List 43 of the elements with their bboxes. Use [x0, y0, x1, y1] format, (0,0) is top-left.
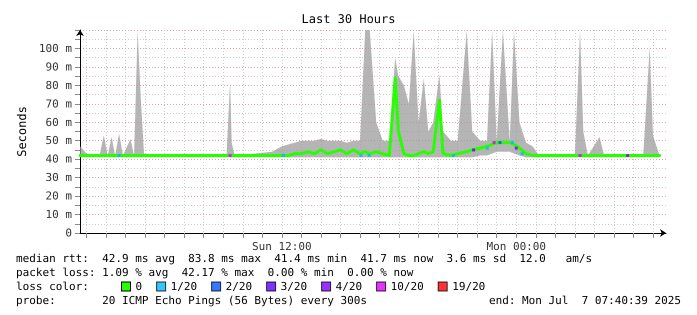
y-tick-label: 10 m: [46, 208, 72, 222]
legend-label: 2/20: [226, 280, 252, 293]
legend-label: 4/20: [336, 280, 362, 293]
legend-label: 3/20: [280, 280, 308, 293]
point: [520, 152, 524, 156]
point: [510, 141, 514, 144]
y-tick-label: 70 m: [46, 97, 72, 110]
line-series: [78, 76, 661, 157]
point: [282, 154, 285, 157]
y-tick-label: 50 m: [46, 134, 72, 148]
text: end: Mon Jul 7 07:40:39 2025: [488, 294, 682, 307]
text: packet loss: 1.09 % avg 42.17 % max 0.00 % min 0.00 % now: [16, 266, 414, 279]
point: [626, 154, 630, 157]
text: median rtt: 42.9 ms avg 83.8 ms max 41.4 ms min 41.7 ms now 3.6 ms sd 12.0 am/s: [16, 252, 592, 265]
y-tick-label: 0: [65, 226, 72, 240]
point: [492, 141, 496, 144]
y-tick-label: 90 m: [46, 60, 72, 74]
point: [486, 146, 489, 150]
y-axis-title: Seconds: [15, 106, 29, 157]
point: [472, 148, 476, 152]
x-tick-label: Mon 00:00: [486, 240, 546, 253]
y-tick-label: 80 m: [46, 78, 72, 92]
chart-title: Last 30 Hours: [302, 12, 396, 26]
legend-title: loss color:: [16, 280, 89, 293]
point: [118, 154, 121, 157]
legend-label: 19/20: [452, 280, 486, 293]
y-tick-label: 30 m: [46, 171, 72, 184]
text: probe: 20 ICMP Echo Pings (56 Bytes) every 300s: [16, 294, 367, 307]
y-tick-label: 20 m: [46, 190, 72, 203]
point: [359, 154, 362, 157]
x-tick-label: Sun 12:00: [252, 240, 312, 253]
point: [578, 154, 582, 157]
point: [452, 154, 455, 157]
point: [498, 141, 502, 144]
legend-label: 0: [136, 280, 142, 293]
point: [368, 154, 371, 157]
legend-label: 1/20: [170, 280, 198, 293]
point: [228, 154, 232, 157]
y-tick-label: 100 m: [38, 42, 72, 55]
point: [514, 146, 518, 150]
y-tick-label: 40 m: [46, 152, 72, 166]
y-tick-label: 60 m: [46, 116, 72, 129]
legend-label: 10/20: [390, 280, 424, 293]
